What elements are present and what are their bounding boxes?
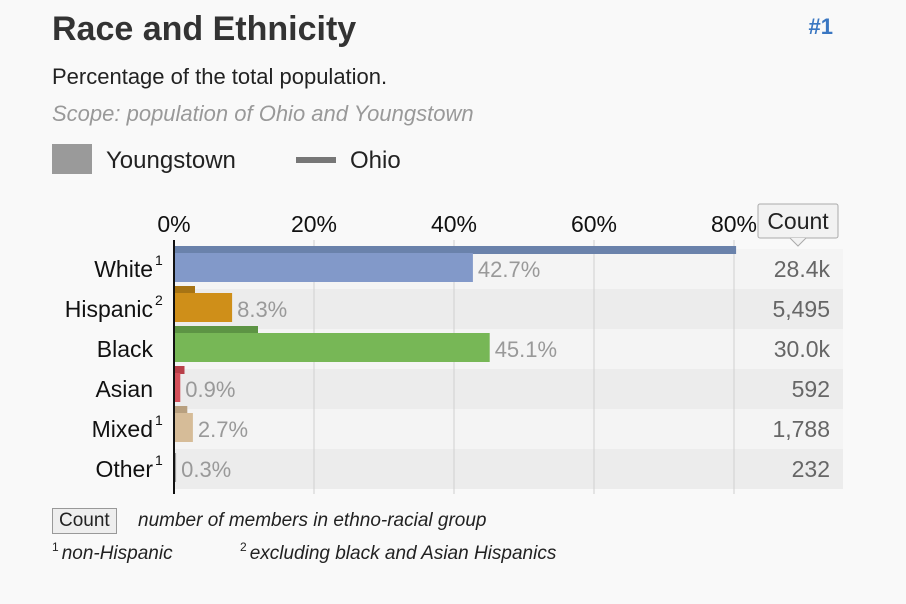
x-tick-label: 0% bbox=[157, 211, 190, 237]
value-label: 45.1% bbox=[495, 337, 557, 362]
count-value: 5,495 bbox=[772, 296, 830, 322]
category-label: Other bbox=[95, 456, 153, 482]
category-footnote-marker: 1 bbox=[155, 252, 163, 268]
value-label: 42.7% bbox=[478, 257, 540, 282]
x-tick-label: 80% bbox=[711, 211, 757, 237]
youngstown-bar bbox=[174, 413, 193, 442]
category-label: Asian bbox=[95, 376, 153, 402]
row-background bbox=[174, 289, 843, 329]
footnote-2-marker: 2 bbox=[240, 540, 247, 554]
footnote-1-marker: 1 bbox=[52, 540, 59, 554]
chart-subtitle: Percentage of the total population. bbox=[52, 64, 388, 89]
chart-scope: Scope: population of Ohio and Youngstown bbox=[52, 101, 474, 126]
row-background bbox=[174, 449, 843, 489]
ohio-bar bbox=[174, 326, 258, 334]
category-label: Hispanic bbox=[65, 296, 153, 322]
count-header-label: Count bbox=[767, 208, 829, 234]
footnote-1-text: non-Hispanic bbox=[61, 543, 173, 564]
youngstown-bar bbox=[174, 453, 177, 482]
x-tick-label: 60% bbox=[571, 211, 617, 237]
count-value: 30.0k bbox=[774, 336, 831, 362]
row-background bbox=[174, 409, 843, 449]
ohio-bar bbox=[174, 286, 195, 294]
value-label: 2.7% bbox=[198, 417, 248, 442]
footnote-2-text: excluding black and Asian Hispanics bbox=[249, 543, 557, 564]
ohio-bar bbox=[174, 406, 188, 414]
chart-title: Race and Ethnicity bbox=[52, 10, 357, 48]
category-label: Black bbox=[97, 336, 154, 362]
x-tick-label: 20% bbox=[291, 211, 337, 237]
x-tick-label: 40% bbox=[431, 211, 477, 237]
count-header-pointer bbox=[789, 237, 807, 247]
value-label: 0.3% bbox=[181, 457, 231, 482]
count-value: 28.4k bbox=[774, 256, 831, 282]
ohio-bar bbox=[174, 366, 185, 374]
legend-label-youngstown: Youngstown bbox=[106, 147, 236, 174]
footnote-1: 1 non-Hispanic bbox=[52, 540, 173, 565]
ohio-bar bbox=[174, 246, 737, 254]
legend-swatch-youngstown bbox=[52, 144, 92, 174]
category-label: White bbox=[94, 256, 153, 282]
value-label: 0.9% bbox=[185, 377, 235, 402]
footer-count-description: number of members in ethno-racial group bbox=[138, 510, 487, 531]
legend-swatch-ohio bbox=[296, 157, 336, 163]
legend-label-ohio: Ohio bbox=[350, 147, 401, 174]
row-background bbox=[174, 369, 843, 409]
count-value: 1,788 bbox=[772, 416, 830, 442]
youngstown-bar bbox=[174, 373, 181, 402]
rank-link[interactable]: #1 bbox=[808, 14, 833, 39]
category-footnote-marker: 2 bbox=[155, 292, 163, 308]
youngstown-bar bbox=[174, 253, 473, 282]
value-label: 8.3% bbox=[237, 297, 287, 322]
count-value: 232 bbox=[792, 456, 830, 482]
category-footnote-marker: 1 bbox=[155, 452, 163, 468]
count-value: 592 bbox=[792, 376, 830, 402]
footnote-2: 2 excluding black and Asian Hispanics bbox=[240, 540, 556, 565]
youngstown-bar bbox=[174, 293, 233, 322]
footer-count-chip: Count bbox=[52, 508, 117, 534]
youngstown-bar bbox=[174, 333, 490, 362]
category-label: Mixed bbox=[92, 416, 153, 442]
category-footnote-marker: 1 bbox=[155, 412, 163, 428]
